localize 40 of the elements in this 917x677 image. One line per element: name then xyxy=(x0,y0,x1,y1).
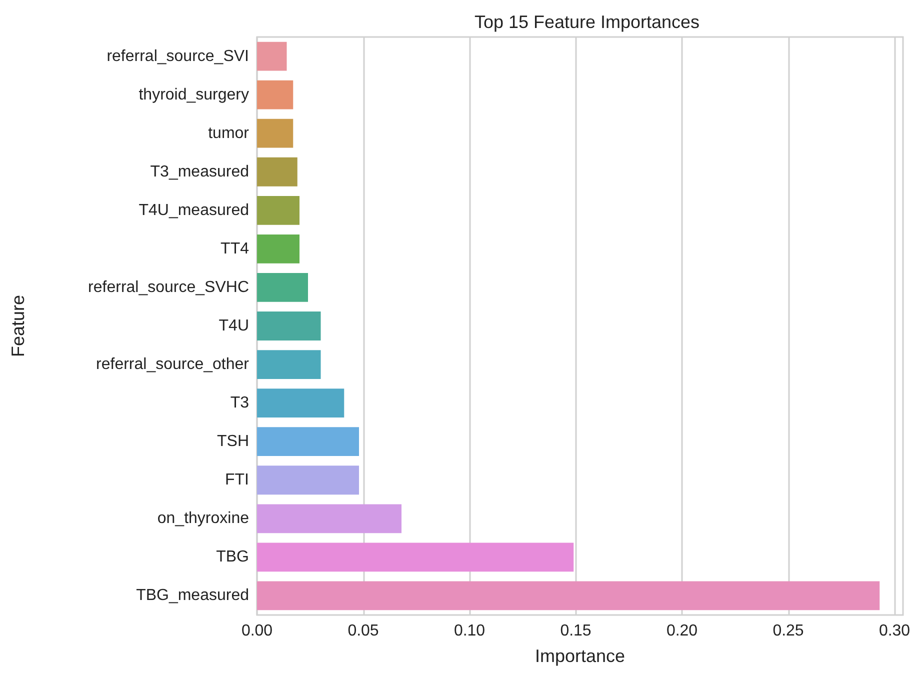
y-tick-label: T3 xyxy=(230,394,250,412)
bar xyxy=(257,118,294,148)
bar xyxy=(257,350,321,379)
y-tick-label: thyroid_surgery xyxy=(138,86,249,104)
y-tick-label: TSH xyxy=(217,433,249,450)
y-tick-label: TT4 xyxy=(220,240,250,258)
bar xyxy=(257,581,880,610)
y-tick-label: TBG_measured xyxy=(136,587,249,604)
chart-title: Top 15 Feature Importances xyxy=(474,12,700,32)
y-tick-label: TBG xyxy=(216,548,249,566)
bar xyxy=(257,388,344,418)
bar xyxy=(257,504,402,534)
y-tick-label: T4U xyxy=(218,318,249,334)
y-axis-title: Feature xyxy=(8,294,28,358)
bar xyxy=(257,312,321,340)
x-tick-label: 0.10 xyxy=(454,622,486,640)
y-tick-label: on_thyroxine xyxy=(157,510,250,528)
y-tick-label: referral_source_SVI xyxy=(106,48,249,65)
y-tick-label: T4U_measured xyxy=(138,202,249,219)
bar xyxy=(257,157,298,186)
x-tick-label: 0.20 xyxy=(666,622,698,640)
bar xyxy=(257,80,294,110)
x-tick-label: 0.30 xyxy=(878,622,910,640)
bar xyxy=(257,273,308,302)
bar xyxy=(257,42,287,71)
x-tick-label: 0.05 xyxy=(348,622,379,640)
x-axis-title: Importance xyxy=(534,646,626,666)
x-tick-label: 0.15 xyxy=(560,622,592,640)
bar xyxy=(257,427,359,456)
y-tick-label: referral_source_other xyxy=(96,356,250,374)
y-tick-label: T3_measured xyxy=(150,163,249,180)
x-tick-label: 0.00 xyxy=(241,622,273,640)
bar xyxy=(257,466,359,495)
bar xyxy=(257,196,300,225)
bar xyxy=(257,542,574,572)
y-tick-label: FTI xyxy=(225,472,249,489)
x-tick-label: 0.25 xyxy=(772,622,804,640)
y-tick-label: referral_source_SVHC xyxy=(88,278,249,296)
y-tick-label: tumor xyxy=(208,124,250,142)
bar xyxy=(257,234,300,264)
